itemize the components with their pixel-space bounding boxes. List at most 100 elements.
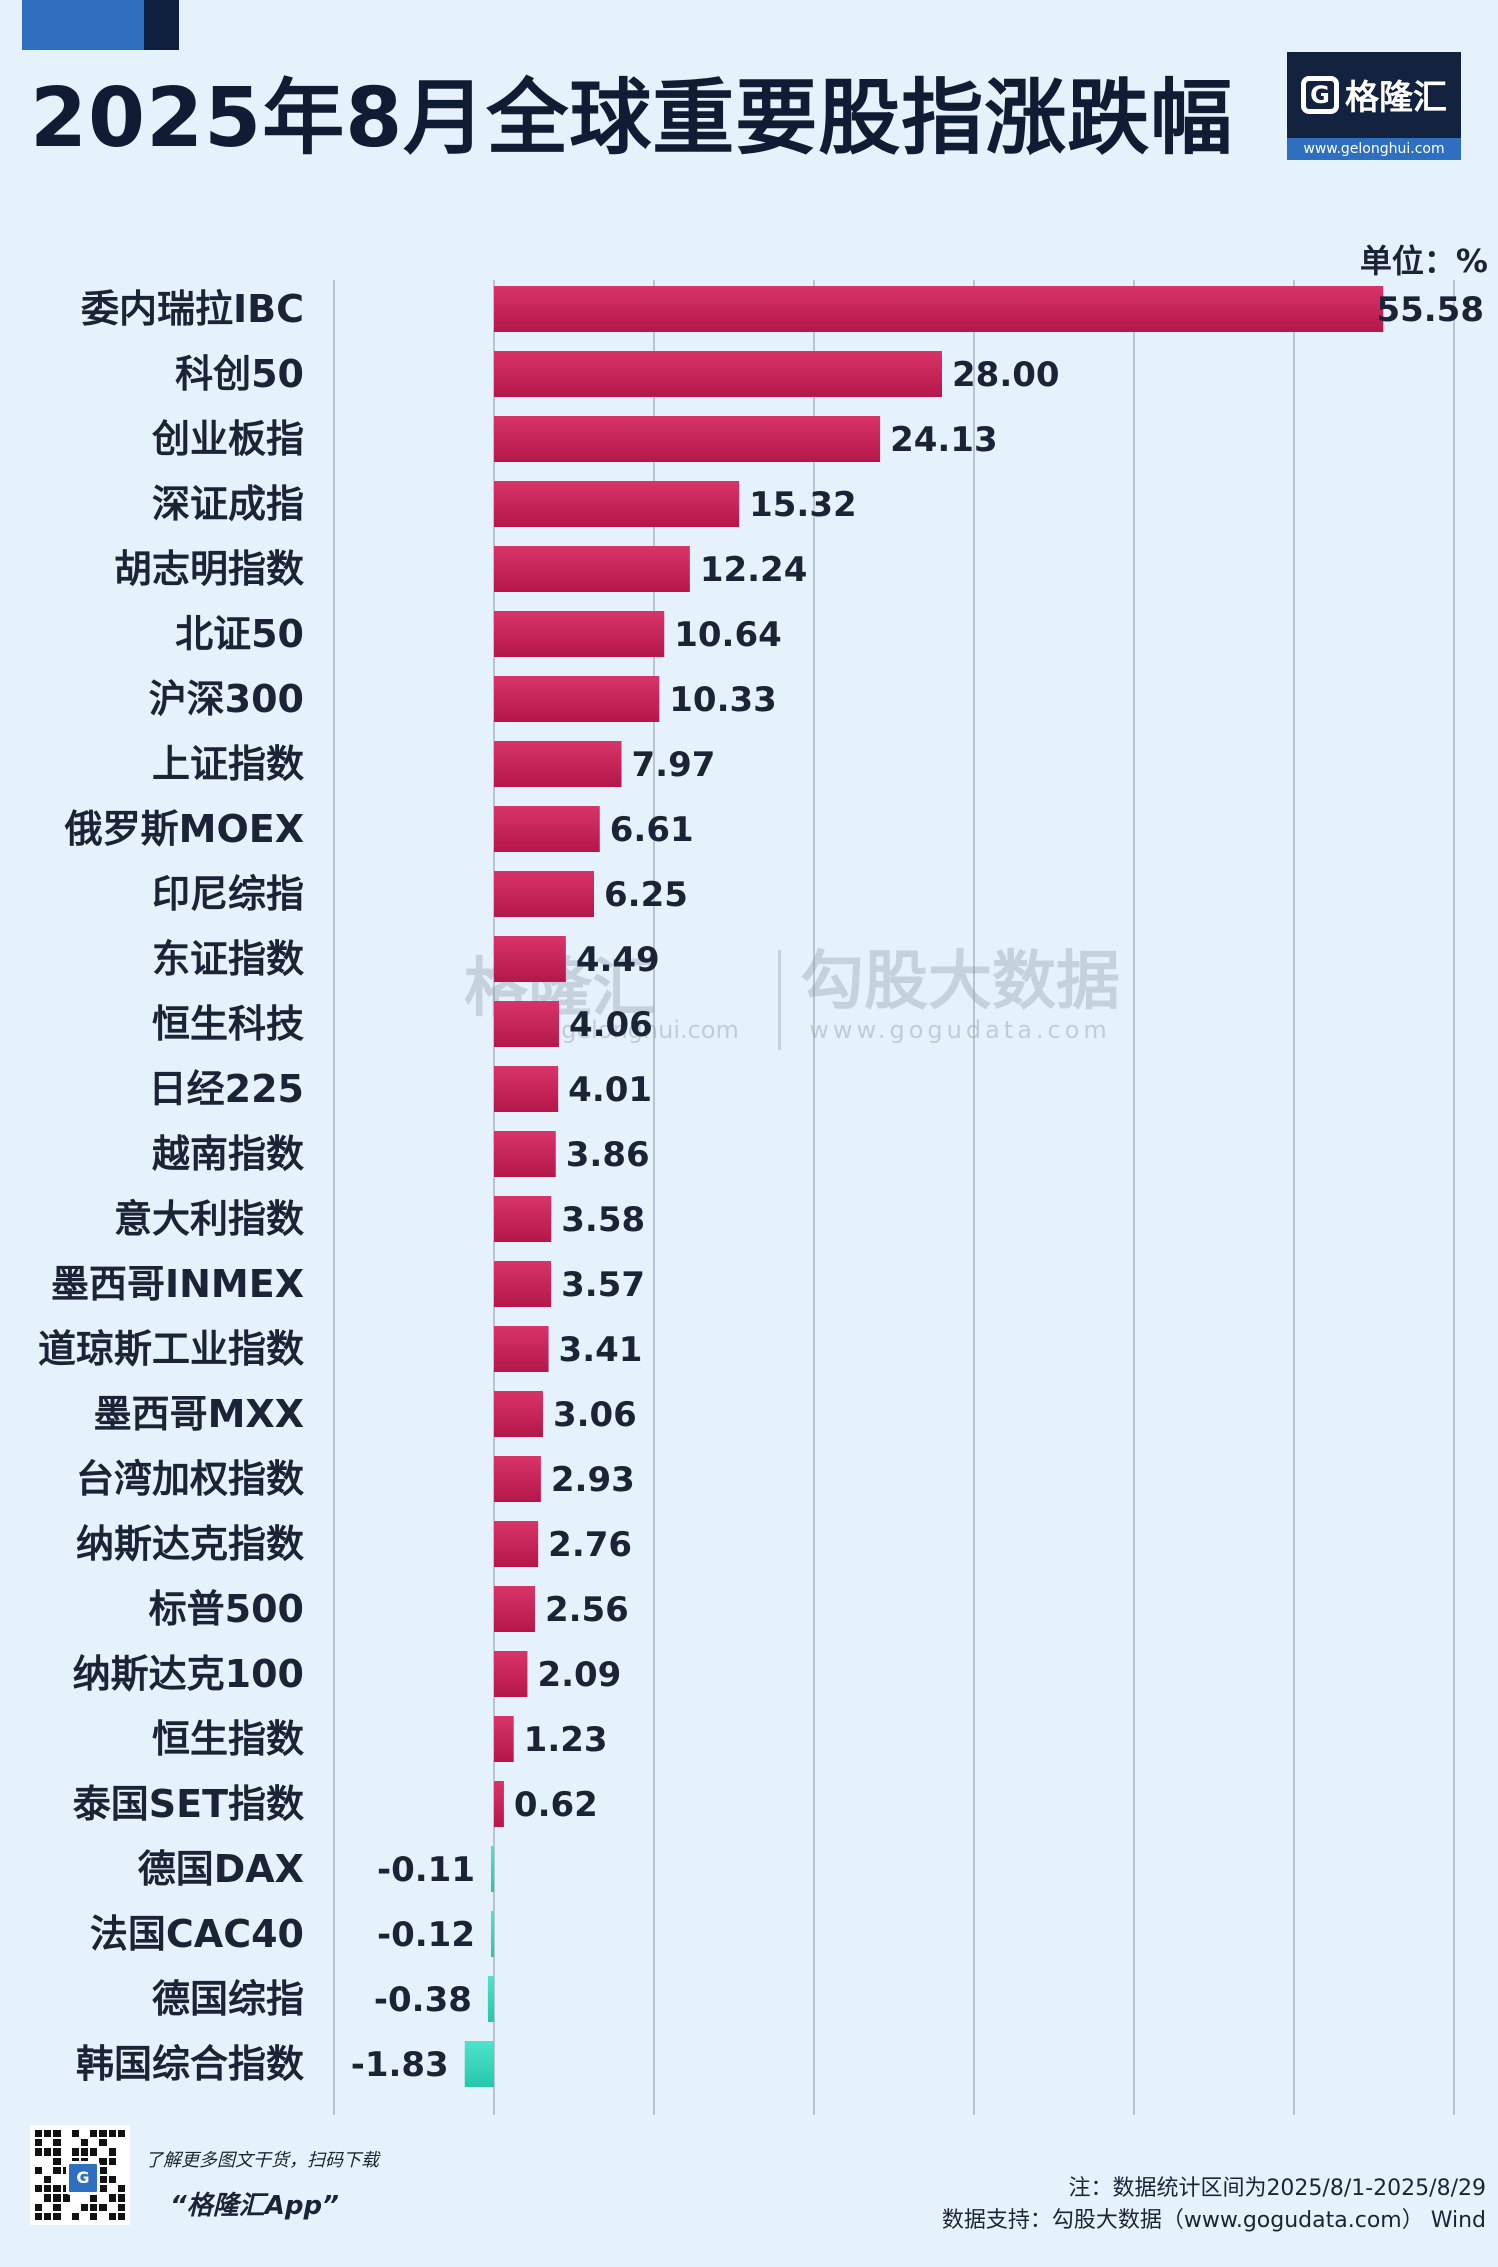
bar xyxy=(494,1196,552,1242)
category-label: 上证指数 xyxy=(152,742,304,786)
category-label: 德国DAX xyxy=(138,1847,304,1891)
category-label: 北证50 xyxy=(175,612,304,656)
value-label: 55.58 xyxy=(1376,290,1484,330)
category-label: 恒生科技 xyxy=(152,1002,304,1046)
bar xyxy=(494,1586,535,1632)
bar xyxy=(494,416,881,462)
category-label: 法国CAC40 xyxy=(90,1912,304,1956)
value-label: 3.57 xyxy=(561,1265,645,1305)
value-label: 12.24 xyxy=(700,550,808,590)
bar xyxy=(494,1651,528,1697)
value-label: 15.32 xyxy=(749,485,857,525)
value-label: 24.13 xyxy=(890,420,998,460)
bar xyxy=(494,1131,556,1177)
category-label: 东证指数 xyxy=(152,937,304,981)
category-label: 委内瑞拉IBC xyxy=(81,287,304,331)
watermark-brand2-url: www.gogudata.com xyxy=(809,1016,1111,1044)
footnote-period: 注：数据统计区间为2025/8/1-2025/8/29 xyxy=(1068,2176,1486,2201)
value-label: 28.00 xyxy=(952,355,1060,395)
bar xyxy=(487,1976,494,2022)
g-logo-icon: G xyxy=(1301,75,1339,114)
category-label: 纳斯达克指数 xyxy=(76,1522,304,1566)
category-label: 纳斯达克100 xyxy=(73,1652,304,1696)
value-label: 7.97 xyxy=(632,745,716,785)
category-label: 科创50 xyxy=(175,352,304,396)
category-label: 深证成指 xyxy=(152,482,304,526)
value-label: -0.38 xyxy=(374,1980,472,2020)
qr-logo-icon: G xyxy=(66,2161,100,2195)
value-label: -0.11 xyxy=(377,1850,475,1890)
value-label: -1.83 xyxy=(351,2045,449,2085)
bar xyxy=(464,2041,494,2087)
value-label: 4.01 xyxy=(568,1070,652,1110)
value-label: 0.62 xyxy=(514,1785,598,1825)
bar xyxy=(494,871,594,917)
category-label: 恒生指数 xyxy=(152,1717,304,1761)
value-label: 3.06 xyxy=(553,1395,637,1435)
bar xyxy=(494,1326,549,1372)
bar xyxy=(494,351,942,397)
value-label: 2.93 xyxy=(551,1460,635,1500)
category-label: 俄罗斯MOEX xyxy=(64,807,304,851)
bar xyxy=(494,1716,514,1762)
category-label: 胡志明指数 xyxy=(114,547,304,591)
bar xyxy=(494,1781,504,1827)
bar xyxy=(494,1521,539,1567)
category-label: 日经225 xyxy=(149,1067,304,1111)
value-label: 2.09 xyxy=(537,1655,621,1695)
bar xyxy=(494,481,740,527)
bar xyxy=(494,1456,541,1502)
logo-url: www.gelonghui.com xyxy=(1287,138,1461,160)
value-label: 4.06 xyxy=(569,1005,653,1045)
bar xyxy=(494,1391,543,1437)
bar xyxy=(491,1846,494,1892)
bar xyxy=(494,1261,552,1307)
category-label: 韩国综合指数 xyxy=(76,2042,304,2086)
category-label: 标普500 xyxy=(149,1587,304,1631)
category-label: 德国综指 xyxy=(152,1977,304,2021)
footnote-source: 数据支持：勾股大数据（www.gogudata.com） Wind xyxy=(941,2208,1486,2233)
qr-code[interactable]: G xyxy=(30,2125,130,2225)
watermark-brand2: 勾股大数据 xyxy=(800,945,1120,1019)
bar xyxy=(494,546,690,592)
category-label: 泰国SET指数 xyxy=(73,1782,304,1826)
bar-chart: 格隆汇 gelonghui.com 勾股大数据 www.gogudata.com… xyxy=(38,280,1484,2115)
value-label: 3.86 xyxy=(566,1135,650,1175)
value-label: 4.49 xyxy=(576,940,660,980)
category-label: 台湾加权指数 xyxy=(76,1457,304,1501)
category-label: 道琼斯工业指数 xyxy=(38,1327,304,1371)
bar xyxy=(494,286,1384,332)
watermark-brand1-url: gelonghui.com xyxy=(561,1016,739,1044)
value-label: 3.58 xyxy=(561,1200,645,1240)
value-label: 10.64 xyxy=(674,615,782,655)
watermark-divider xyxy=(778,950,781,1050)
corner-accent-navy xyxy=(144,0,179,50)
brand-logo[interactable]: G 格隆汇 www.gelonghui.com xyxy=(1287,52,1461,160)
corner-accent-blue xyxy=(22,0,144,50)
bar xyxy=(494,1001,559,1047)
page-title: 2025年8月全球重要股指涨跌幅 xyxy=(30,71,1234,166)
promo-text: 了解更多图文干货，扫码下载 xyxy=(145,2150,379,2171)
unit-label: 单位：% xyxy=(1359,242,1488,280)
value-label: 1.23 xyxy=(524,1720,608,1760)
category-label: 墨西哥MXX xyxy=(94,1392,304,1436)
value-label: 3.41 xyxy=(559,1330,643,1370)
value-label: 2.76 xyxy=(548,1525,632,1565)
category-label: 意大利指数 xyxy=(114,1197,304,1241)
category-label: 沪深300 xyxy=(149,677,304,721)
value-label: -0.12 xyxy=(377,1915,475,1955)
bar xyxy=(494,611,665,657)
value-label: 6.25 xyxy=(604,875,688,915)
category-label: 墨西哥INMEX xyxy=(51,1262,304,1306)
category-label: 越南指数 xyxy=(152,1132,304,1176)
bar xyxy=(494,1066,559,1112)
app-name: “格隆汇App” xyxy=(170,2191,339,2221)
bar xyxy=(494,806,600,852)
bar xyxy=(494,676,660,722)
category-label: 印尼综指 xyxy=(152,872,304,916)
bar xyxy=(494,741,622,787)
bar xyxy=(491,1911,494,1957)
category-label: 创业板指 xyxy=(152,417,304,461)
value-label: 2.56 xyxy=(545,1590,629,1630)
value-label: 6.61 xyxy=(610,810,694,850)
